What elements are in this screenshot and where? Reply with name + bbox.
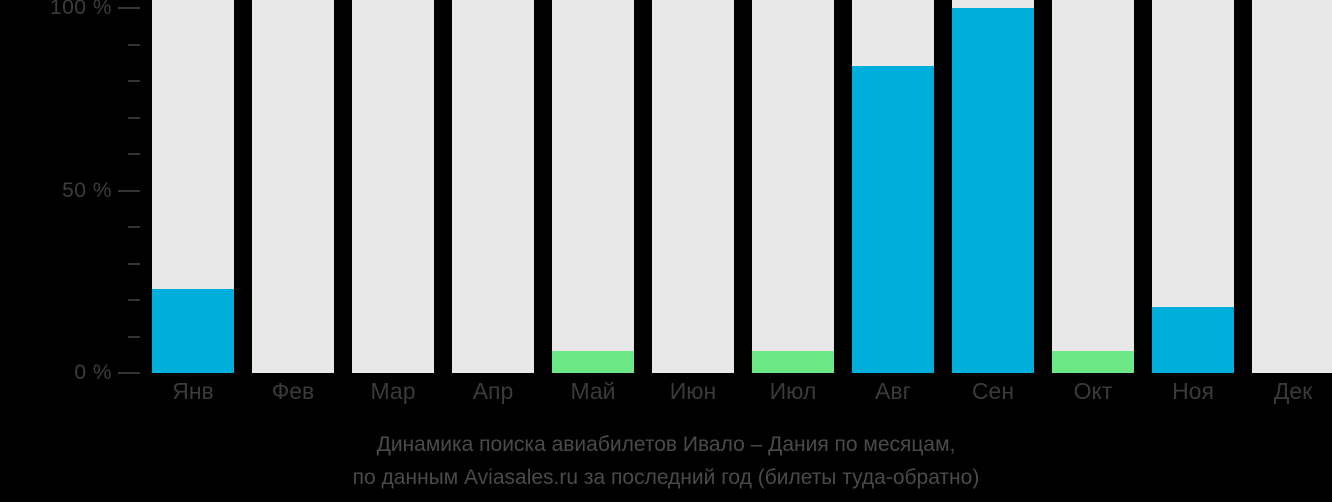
y-axis-tick-minor <box>128 335 140 338</box>
bar-column[interactable] <box>252 0 334 373</box>
bar-track <box>552 0 634 373</box>
x-axis-label-сен: Сен <box>971 378 1015 404</box>
y-axis-label: 50 % <box>62 178 112 202</box>
y-axis-tick-major <box>118 189 140 192</box>
x-axis-label-янв: Янв <box>172 378 214 404</box>
y-axis-tick-major <box>118 7 140 9</box>
bar-value[interactable] <box>552 351 634 373</box>
y-axis-tick-minor <box>128 226 140 228</box>
bar-column[interactable] <box>1052 0 1134 373</box>
bar-track <box>1252 0 1332 373</box>
y-axis-tick-minor <box>128 299 140 301</box>
y-axis-label: 100 % <box>49 0 112 19</box>
bar-column[interactable] <box>852 0 934 373</box>
x-axis-labels: Янв Фев Мар Апр Май Июн Июл Авг Сен Окт Ноя Дек <box>152 378 1332 418</box>
bar-column[interactable] <box>952 0 1034 373</box>
bar-track <box>652 0 734 373</box>
bar-track <box>252 0 334 373</box>
bar-column[interactable] <box>752 0 834 373</box>
bar-column[interactable] <box>352 0 434 373</box>
x-axis-label-дек: Дек <box>1273 378 1313 404</box>
bar-value[interactable] <box>752 351 834 373</box>
y-axis-tick-major <box>118 372 140 374</box>
bar-value[interactable] <box>952 8 1034 373</box>
bar-column[interactable] <box>152 0 234 373</box>
y-axis-label: 0 % <box>74 361 112 384</box>
y-axis-tick-minor <box>128 262 140 265</box>
bar-track <box>1052 0 1134 373</box>
y-axis-tick-minor <box>128 153 140 155</box>
x-axis-label-июл: Июл <box>769 378 817 404</box>
bar-value[interactable] <box>852 66 934 373</box>
bar-value[interactable] <box>1052 351 1134 373</box>
x-axis-label-апр: Апр <box>472 378 514 404</box>
x-axis-label-ноя: Ноя <box>1172 378 1214 404</box>
y-axis-tick-minor <box>128 80 140 82</box>
x-axis-label-июн: Июн <box>669 378 717 404</box>
y-axis: 0 % 50 % 100 % <box>0 0 152 384</box>
bar-track <box>352 0 434 373</box>
x-axis-label-авг: Авг <box>875 378 911 404</box>
x-axis-label-окт: Окт <box>1073 378 1113 404</box>
bar-value[interactable] <box>152 289 234 373</box>
bar-track <box>752 0 834 373</box>
x-axis-label-май: Май <box>570 378 616 404</box>
bar-column[interactable] <box>452 0 534 373</box>
bar-value[interactable] <box>1152 307 1234 373</box>
x-axis-label-фев: Фев <box>271 378 315 404</box>
bar-column[interactable] <box>652 0 734 373</box>
bar-column[interactable] <box>1152 0 1234 373</box>
chart-caption: Динамика поиска авиабилетов Ивало – Дани… <box>0 428 1332 494</box>
x-axis-label-мар: Мар <box>370 378 416 404</box>
caption-line-2: по данным Aviasales.ru за последний год … <box>352 466 980 489</box>
bar-track <box>452 0 534 373</box>
bar-column[interactable] <box>1252 0 1332 373</box>
y-axis-tick-minor <box>128 116 140 119</box>
bar-column[interactable] <box>552 0 634 373</box>
plot-area <box>152 0 1332 373</box>
y-axis-tick-minor <box>128 43 140 46</box>
caption-line-1: Динамика поиска авиабилетов Ивало – Дани… <box>376 433 956 456</box>
